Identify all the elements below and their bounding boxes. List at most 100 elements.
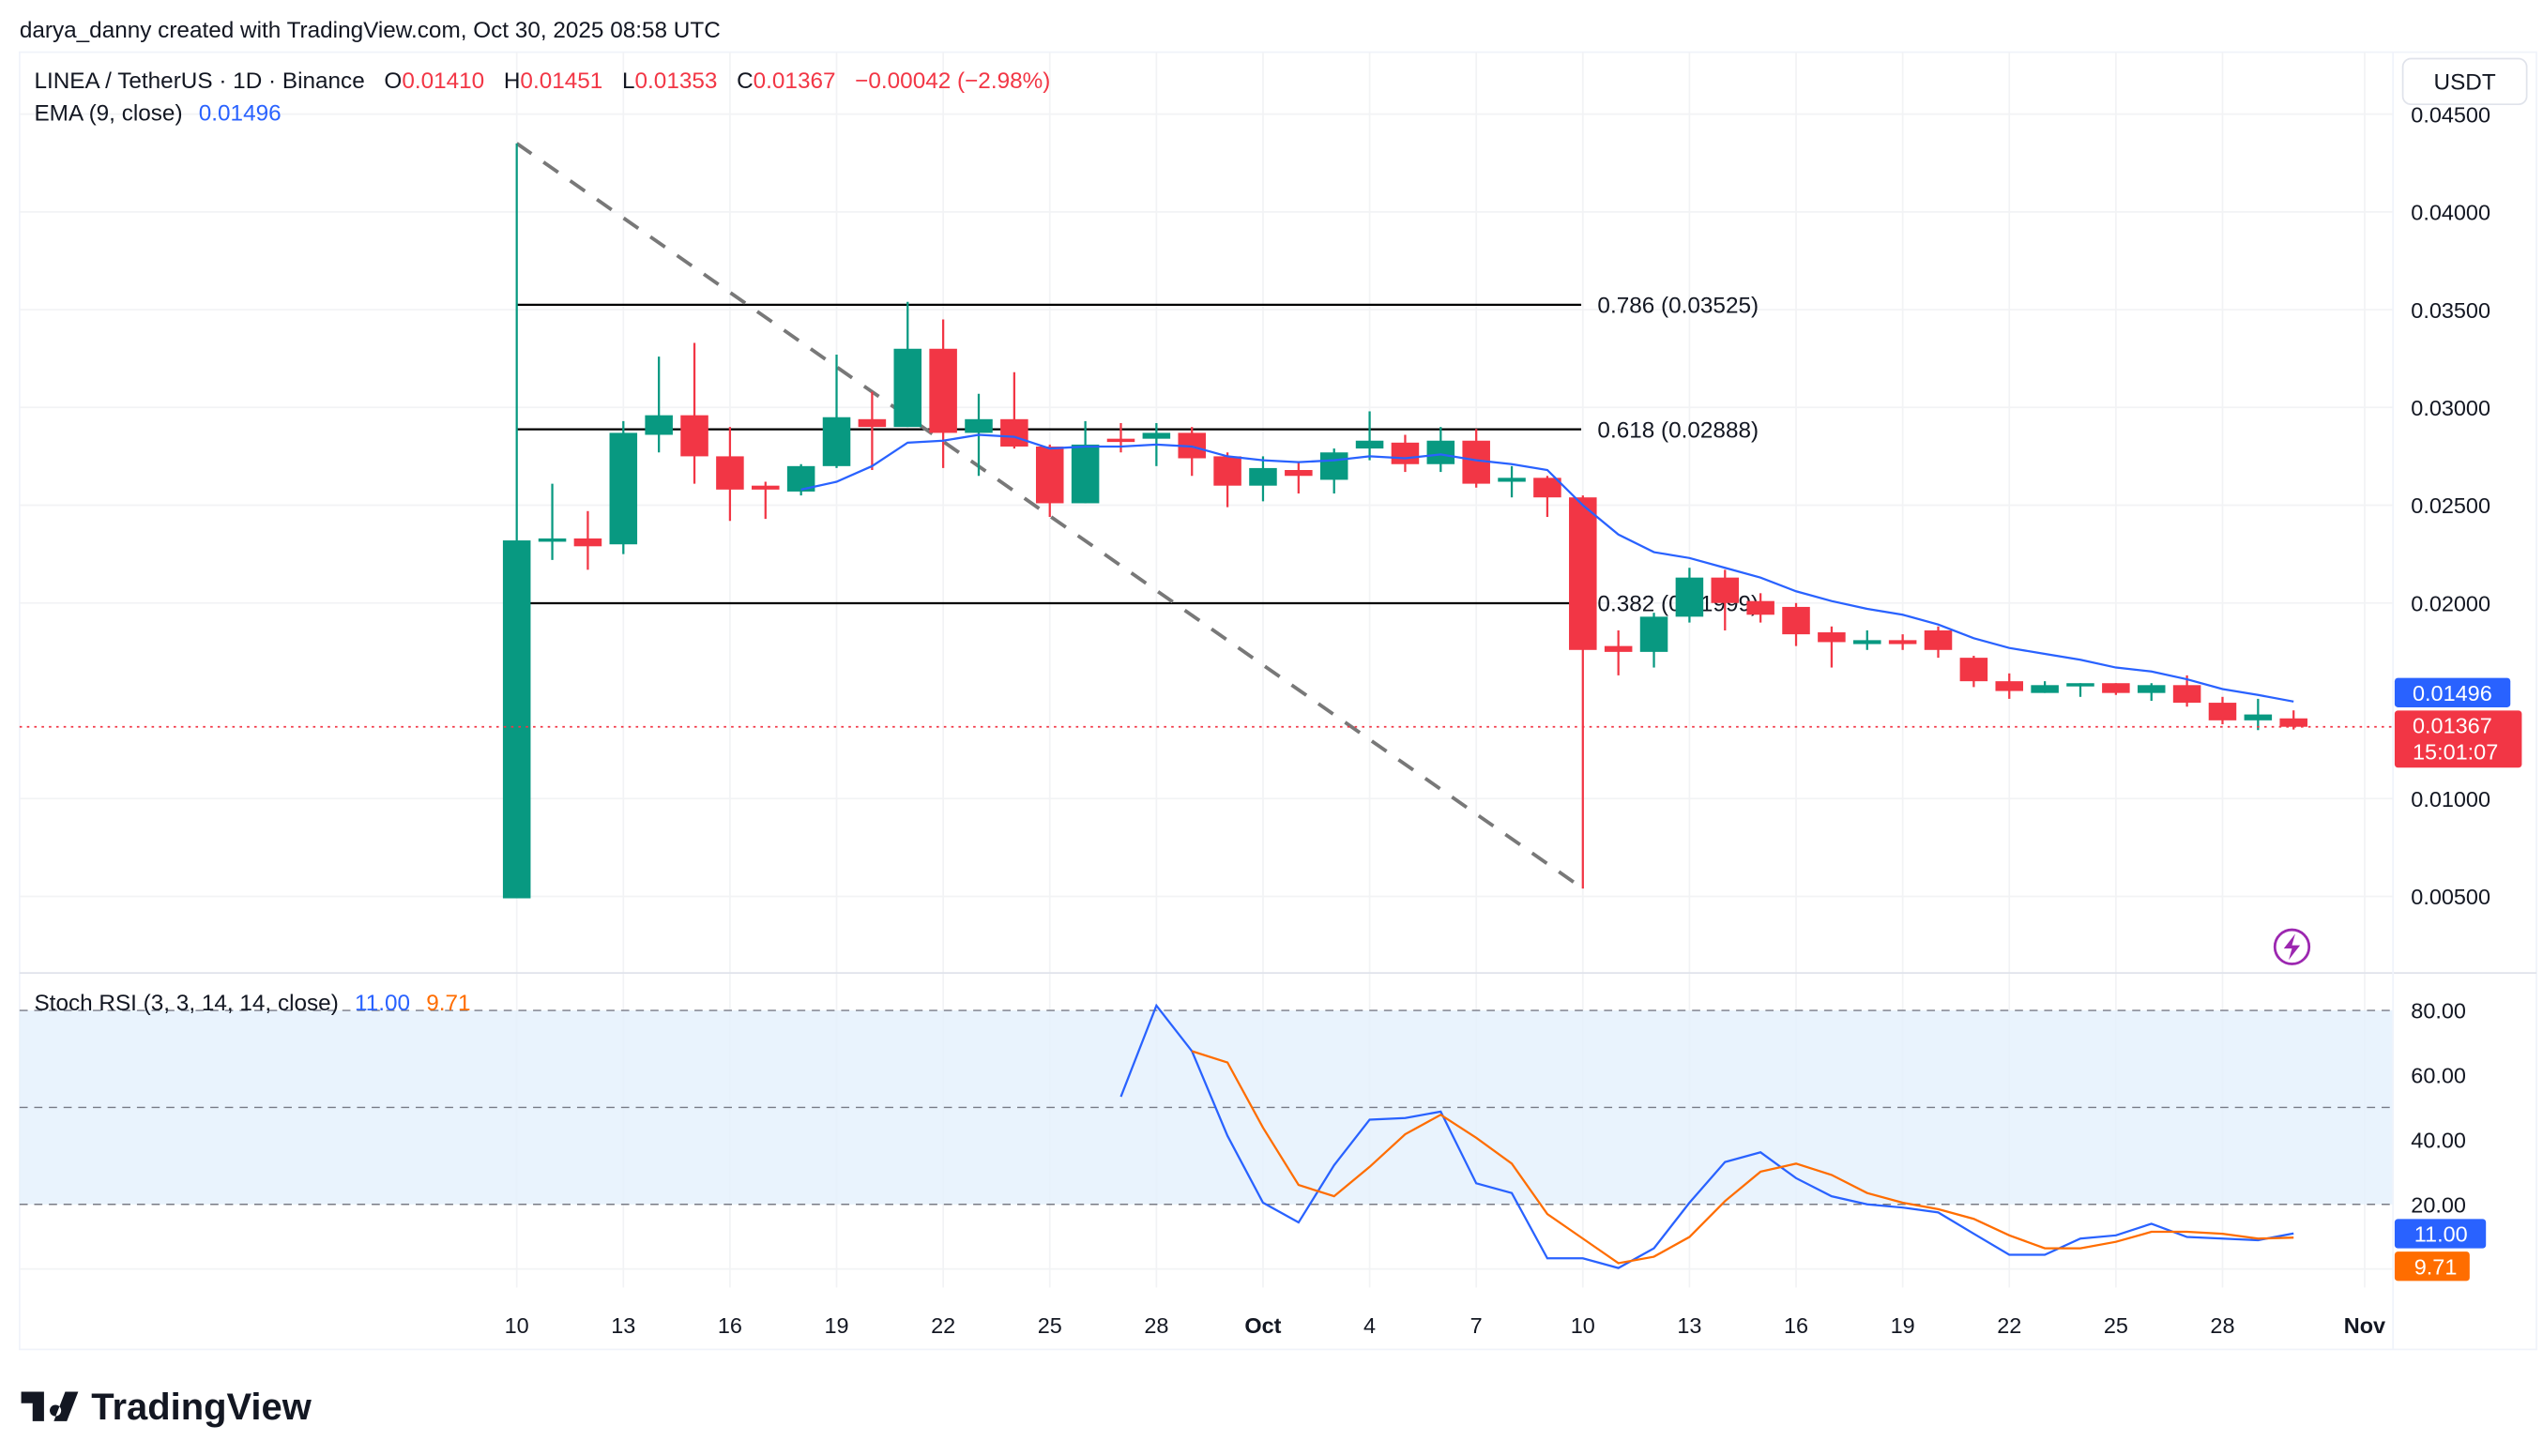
time-axis[interactable]: 10 13 16 19 22 25 28 Oct 4 7 10 13 16 19 22 25 28 Nov [505,1313,2385,1338]
candle-body [858,418,887,428]
dashed-trendline [515,142,1584,890]
price-tick-label: 0.02500 [2411,493,2490,518]
stoch-tick-label: 80.00 [2411,999,2466,1024]
symbol-legend[interactable]: LINEA / TetherUS · 1D · Binance O0.01410… [34,68,1050,94]
candle-body [573,538,602,547]
time-tick-label: 4 [1363,1313,1376,1338]
candle-body [1604,645,1633,652]
candle-body [502,540,531,899]
time-tick-label: Nov [2344,1313,2385,1338]
candle-down [1746,593,1774,623]
candle-body [1035,446,1064,504]
price-axis[interactable]: 0.04500 0.04000 0.03500 0.03000 0.02500 0.020… [2411,102,2490,909]
candle-down [1285,462,1313,494]
candle-up [1249,456,1277,502]
candle-down [1213,452,1241,508]
trendline[interactable] [515,142,1584,890]
candle-body [645,415,673,435]
candle-body [1426,440,1455,464]
candle-down [1888,634,1917,650]
stoch-k-line [1119,1003,2294,1269]
candle-body [1391,442,1420,464]
candle-body [1818,632,1846,643]
candle-body [1711,577,1740,603]
stoch-d-tag: 9.71 [2394,1251,2470,1282]
time-tick-label: 22 [931,1313,955,1338]
candle-body [1639,616,1668,652]
candle-up [1852,629,1881,650]
time-tick-label: 25 [1038,1313,1062,1338]
candle-up [1639,613,1668,668]
candle-body [893,348,922,428]
candle-body [1285,470,1313,477]
candle-down [1959,656,1988,688]
candle-body [752,485,780,490]
low-value: 0.01353 [635,68,718,94]
candle-body [2066,683,2094,687]
price-tick-label: 0.01000 [2411,787,2490,811]
candle-body [2279,718,2307,727]
candle-body [1782,606,1810,635]
fib-level-label: 0.618 (0.02888) [1597,417,1759,443]
candle-body [1852,640,1881,645]
stoch-k-tag-text: 11.00 [2414,1222,2468,1247]
time-tick-label: 19 [1891,1313,1915,1338]
time-tick-label: 19 [824,1313,848,1338]
last-price-text: 0.01367 [2413,714,2492,738]
candle-down [1035,444,1064,518]
stoch-tick-label: 60.00 [2411,1064,2466,1088]
candle-up [893,301,922,428]
tradingview-wordmark: TradingView [91,1387,312,1428]
candle-down [1569,495,1597,889]
open-value: 0.01410 [402,68,484,94]
stoch-axis[interactable]: 80.00 60.00 40.00 20.00 [2411,999,2466,1218]
candle-body [929,348,957,433]
candle-down [2172,675,2201,707]
ema-price-text: 0.01496 [2413,681,2492,705]
time-tick-label: 16 [718,1313,742,1338]
currency-label: USDT [2434,70,2496,96]
candle-up [502,143,531,899]
candle-down [1995,673,2024,699]
candle-body [680,415,708,457]
ema-legend[interactable]: EMA (9, close) 0.01496 [34,101,281,127]
time-tick-label: 16 [1784,1313,1808,1338]
attribution: darya_danny created with TradingView.com… [20,18,721,43]
price-tick-label: 0.02000 [2411,591,2490,615]
candle-up [1675,568,1704,623]
stoch-k-value: 11.00 [355,991,410,1016]
close-value: 0.01367 [754,68,836,94]
stoch-k-tag: 11.00 [2394,1219,2487,1249]
ema-price-tag: 0.01496 [2394,677,2511,707]
candle-up [609,420,638,554]
last-price-tag: 0.01367 15:01:07 [2394,710,2522,768]
candle-down [1604,629,1633,675]
candle-body [1569,497,1597,650]
candle-up [645,356,673,453]
close-label: C [737,68,754,94]
time-tick-label: 7 [1470,1313,1483,1338]
tradingview-logo[interactable]: TradingView [21,1387,312,1428]
fib-level-label: 0.786 (0.03525) [1597,294,1759,319]
lightning-icon[interactable] [2273,928,2311,965]
candle-down [2208,696,2237,725]
candle-down [2102,683,2130,695]
candle-down [573,510,602,570]
candle-up [1355,411,1384,461]
candle-body [1995,681,2024,691]
candle-body [1924,629,1953,650]
ema-value: 0.01496 [199,101,282,127]
candle-body [538,538,567,542]
candle-body [1142,432,1171,439]
candle-body [716,456,744,490]
candle-down [1462,429,1490,488]
candle-down [1533,476,1561,518]
candle-body [2172,685,2201,704]
open-label: O [384,68,402,94]
candle-body [1533,478,1561,498]
stoch-legend[interactable]: Stoch RSI (3, 3, 14, 14, close) 11.00 9.… [34,991,470,1016]
candle-body [2208,703,2237,720]
candle-up [538,483,567,560]
currency-button[interactable]: USDT [2401,57,2528,106]
